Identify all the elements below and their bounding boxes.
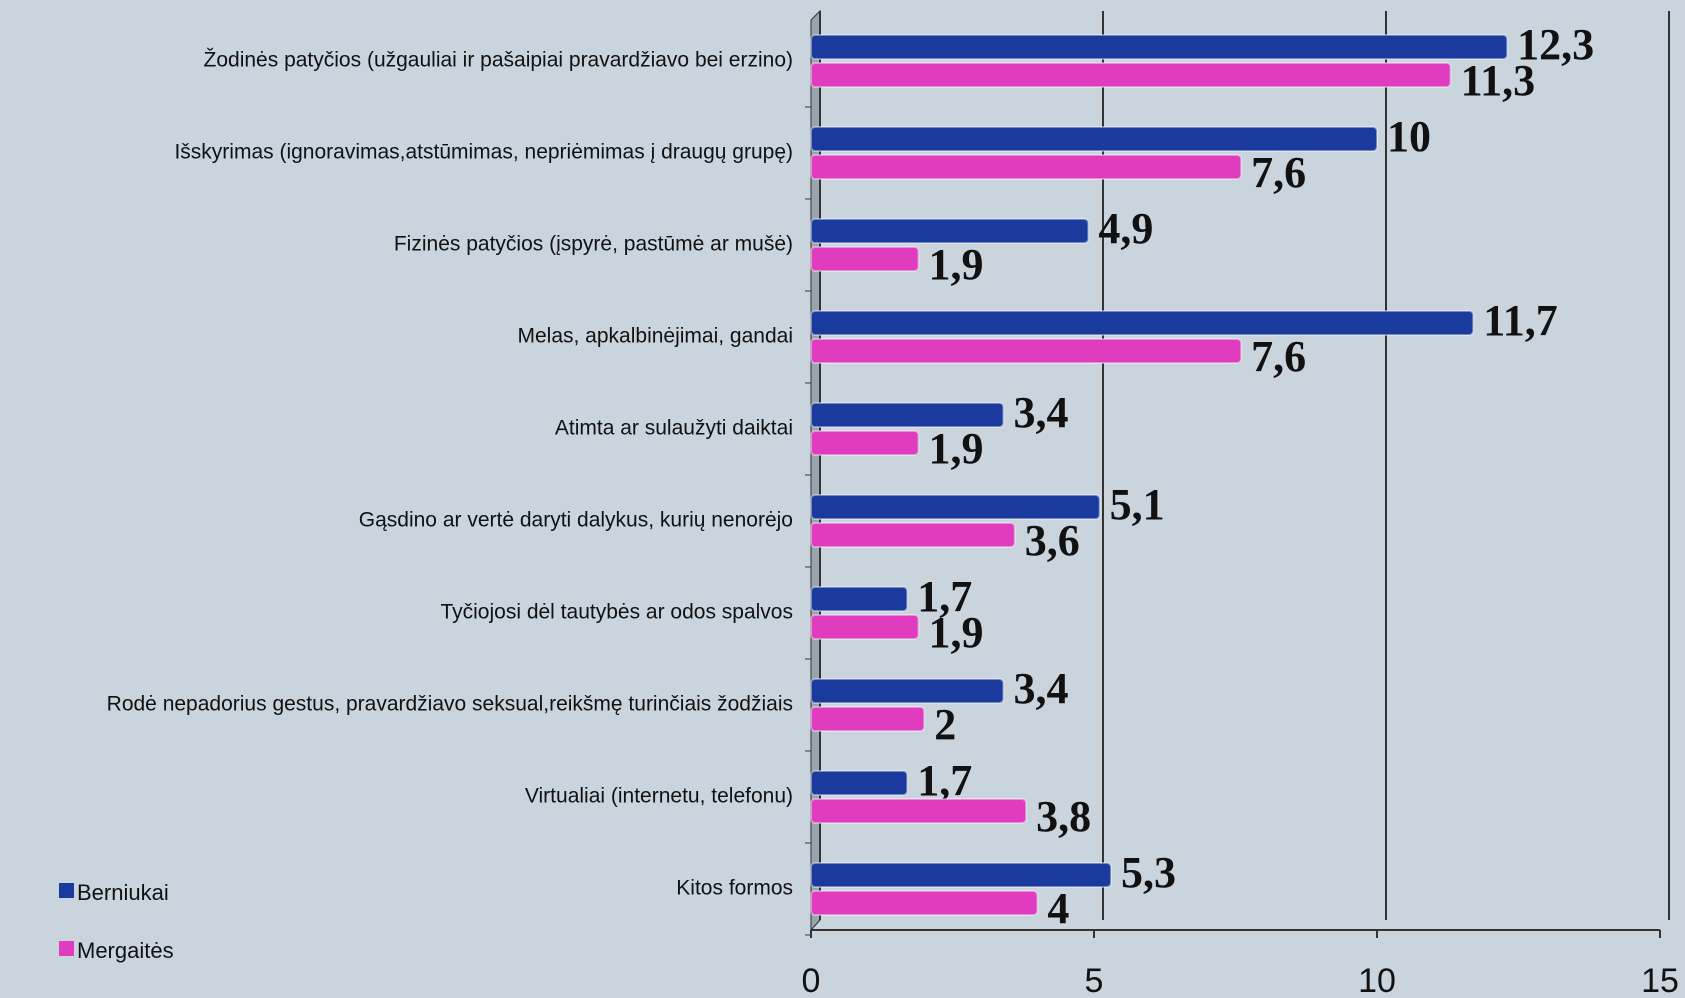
bar — [810, 218, 1090, 244]
value-label: 11,7 — [1483, 296, 1558, 345]
legend-swatch — [59, 883, 74, 898]
legend-label: Mergaitės — [77, 938, 174, 963]
value-label: 1,9 — [929, 424, 984, 473]
value-label: 3,4 — [1013, 388, 1068, 437]
value-label: 12,3 — [1517, 20, 1594, 69]
value-label: 5,3 — [1121, 848, 1176, 897]
value-label: 1,9 — [929, 608, 984, 657]
x-tick-label: 0 — [802, 962, 821, 998]
bar — [810, 402, 1005, 428]
value-label: 1,7 — [917, 572, 972, 621]
bar — [810, 862, 1112, 888]
bar — [810, 34, 1509, 60]
bar — [810, 494, 1101, 520]
bar — [810, 126, 1378, 152]
bar — [810, 614, 920, 640]
value-label: 11,3 — [1461, 56, 1536, 105]
bar — [810, 430, 920, 456]
value-label: 4 — [1047, 884, 1069, 933]
value-label: 3,6 — [1025, 516, 1080, 565]
y-tick-label: Gąsdino ar vertė daryti dalykus, kurių n… — [359, 509, 793, 532]
bar — [810, 678, 1005, 704]
bar — [810, 338, 1243, 364]
bar — [810, 798, 1028, 824]
x-tick-label: 10 — [1358, 962, 1396, 998]
y-tick-label: Virtualiai (internetu, telefonu) — [525, 785, 793, 808]
y-tick-label: Žodinės patyčios (užgauliai ir pašaipiai… — [204, 49, 793, 72]
x-tick-label: 15 — [1641, 962, 1679, 998]
x-tick-label: 5 — [1085, 962, 1104, 998]
value-label: 10 — [1387, 112, 1431, 161]
y-tick-label: Rodė nepadorius gestus, pravardžiavo sek… — [107, 693, 793, 716]
bar — [810, 522, 1016, 548]
y-tick-label: Išskyrimas (ignoravimas,atstūmimas, nepr… — [174, 141, 793, 164]
y-tick-label: Melas, apkalbinėjimai, gandai — [518, 325, 794, 348]
bar — [810, 770, 909, 796]
bar — [810, 706, 926, 732]
bar — [810, 62, 1452, 88]
value-label: 3,8 — [1036, 792, 1091, 841]
legend-swatch — [59, 941, 74, 956]
bar — [810, 154, 1243, 180]
value-label: 3,4 — [1013, 664, 1068, 713]
value-label: 4,9 — [1098, 204, 1153, 253]
y-tick-label: Tyčiojosi dėl tautybės ar odos spalvos — [440, 601, 793, 624]
bar — [810, 586, 909, 612]
y-tick-label: Kitos formos — [676, 877, 793, 900]
bar — [810, 246, 920, 272]
value-label: 5,1 — [1110, 480, 1165, 529]
value-label: 1,7 — [917, 756, 972, 805]
legend-label: Berniukai — [77, 880, 169, 905]
y-tick-label: Atimta ar sulaužyti daiktai — [555, 417, 793, 440]
y-tick-label: Fizinės patyčios (įspyrė, pastūmė ar muš… — [394, 233, 793, 256]
bar — [810, 310, 1475, 336]
bar — [810, 890, 1039, 916]
value-label: 1,9 — [929, 240, 984, 289]
value-label: 2 — [934, 700, 956, 749]
value-label: 7,6 — [1251, 332, 1306, 381]
value-label: 7,6 — [1251, 148, 1306, 197]
